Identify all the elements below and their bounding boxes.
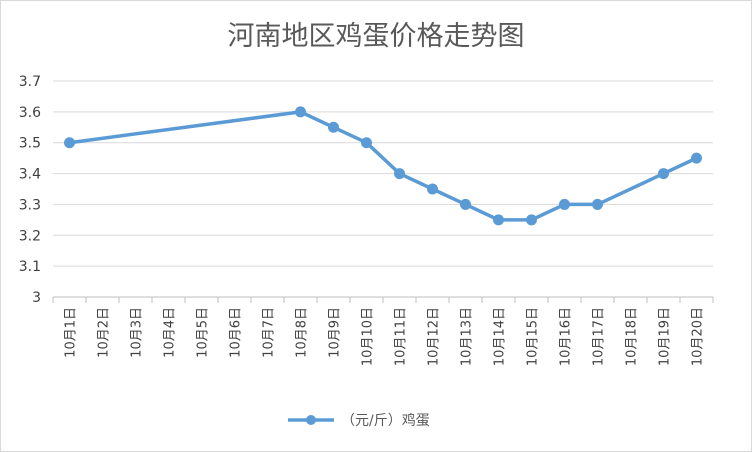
x-tick-label: 10月7日 [262, 307, 277, 358]
x-tick-label: 10月2日 [97, 307, 112, 358]
legend-label: （元/斤）鸡蛋 [341, 412, 430, 429]
data-point [328, 121, 339, 133]
data-point [658, 168, 669, 180]
y-tick-label: 3.6 [19, 105, 41, 121]
plot-area [64, 106, 702, 226]
x-tick-label: 10月4日 [163, 307, 178, 358]
x-tick-label: 10月20日 [691, 307, 706, 366]
data-point [427, 183, 438, 195]
x-tick-label: 10月11日 [394, 307, 409, 366]
data-point [592, 198, 603, 210]
x-tick-label: 10月6日 [229, 307, 244, 358]
data-point [559, 198, 570, 210]
y-axis: 3.7 3.6 3.5 3.4 3.3 3.2 3.1 3 [19, 74, 41, 306]
data-point [64, 137, 75, 149]
x-axis: 10月1日 10月2日 10月3日 10月4日 10月5日 10月6日 10月7日 10月8日… [52, 297, 714, 366]
x-tick-label: 10月14日 [493, 307, 508, 366]
y-tick-label: 3.4 [19, 167, 41, 183]
legend: （元/斤）鸡蛋 [288, 412, 430, 429]
x-tick-label: 10月19日 [658, 307, 673, 366]
x-tick-label: 10月12日 [427, 307, 442, 366]
x-tick-label: 10月8日 [295, 307, 310, 358]
gridlines [53, 80, 713, 298]
legend-point-marker [306, 415, 316, 425]
chart-title: 河南地区鸡蛋价格走势图 [228, 21, 525, 52]
y-tick-label: 3.1 [19, 259, 41, 275]
y-tick-label: 3.3 [19, 197, 41, 213]
y-tick-label: 3.7 [19, 74, 41, 90]
data-point [460, 198, 471, 210]
x-tick-label: 10月17日 [592, 307, 607, 366]
y-tick-label: 3 [32, 290, 41, 306]
x-tick-label: 10月10日 [361, 307, 376, 366]
x-tick-label: 10月15日 [526, 307, 541, 366]
y-tick-label: 3.5 [19, 136, 41, 152]
x-tick-label: 10月18日 [625, 307, 640, 366]
data-point [691, 152, 702, 164]
x-tick-label: 10月5日 [196, 307, 211, 358]
x-tick-label: 10月3日 [130, 307, 145, 358]
data-point [295, 106, 306, 118]
x-tick-label: 10月16日 [559, 307, 574, 366]
data-point [493, 214, 504, 226]
y-tick-label: 3.2 [19, 228, 41, 244]
data-point [361, 137, 372, 149]
x-tick-label: 10月9日 [328, 307, 343, 358]
data-point [394, 168, 405, 180]
data-point [526, 214, 537, 226]
x-tick-label: 10月1日 [64, 307, 79, 358]
x-tick-label: 10月13日 [460, 307, 475, 366]
